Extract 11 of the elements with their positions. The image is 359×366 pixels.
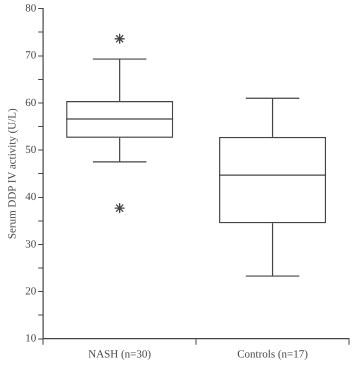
x-tick-label: NASH (n=30) [88,348,152,360]
y-tick-label: 40 [25,191,37,204]
y-tick-label: 60 [25,96,37,109]
y-tick-label: 70 [25,50,37,62]
y-tick-label: 20 [25,286,37,298]
x-tick-label: Controls (n=17) [237,348,308,360]
y-tick-label: 80 [25,2,37,14]
y-tick-label: 10 [25,332,37,345]
y-tick-label: 30 [25,238,37,250]
y-tick-label: 50 [25,144,37,156]
y-axis-title: Serum DDP IV activity (U/L) [6,108,18,240]
